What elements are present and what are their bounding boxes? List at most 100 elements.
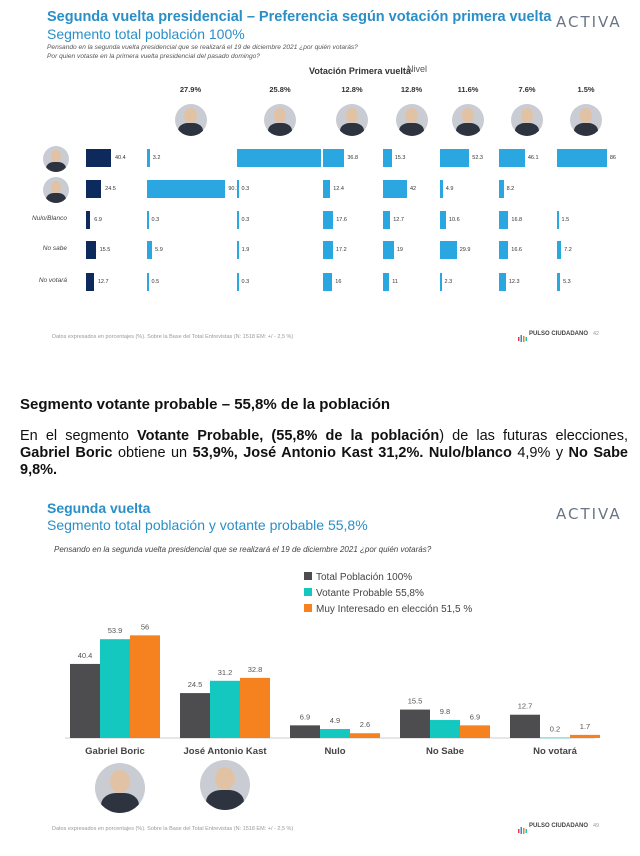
- kast-photo: [200, 760, 250, 810]
- crosstab-value: 16: [335, 279, 342, 285]
- crosstab-value: 17.2: [335, 247, 347, 253]
- crosstab-bar: [147, 180, 226, 198]
- bar: [240, 677, 270, 738]
- crosstab-value: 90.1: [228, 186, 240, 192]
- total-value: 6.9: [94, 217, 102, 223]
- crosstab-value: 11: [392, 279, 398, 285]
- crosstab-value: 0.5: [151, 279, 160, 285]
- crosstab-value: 0.3: [241, 186, 250, 192]
- row-label: No votará: [38, 277, 67, 284]
- crosstab-value: 19: [396, 247, 403, 253]
- crosstab-value: 0.3: [241, 279, 250, 285]
- crosstab-bar: [557, 241, 562, 259]
- slide1-question-1: Pensando en la segunda vuelta presidenci…: [47, 44, 358, 51]
- row-label: No sabe: [42, 245, 67, 252]
- legend-swatch: [304, 572, 312, 580]
- bar: [70, 663, 100, 738]
- pulso-logo-icon: [518, 330, 527, 342]
- crosstab-bar: [147, 273, 149, 291]
- crosstab-value: 3.2: [152, 155, 161, 161]
- crosstab-value: 5.3: [563, 279, 571, 285]
- data-label: 0.2: [550, 725, 560, 734]
- candidate-photo: [336, 104, 368, 136]
- crosstab-bar: [499, 241, 509, 259]
- vote-bar-chart: 40.4 53.9 56 Gabriel Boric 24.5 31.2 32.8 José …: [65, 622, 600, 757]
- data-label: 31.2: [218, 668, 233, 677]
- candidate-photo: [511, 104, 543, 136]
- legend-swatch: [304, 588, 312, 596]
- crosstab-value: 12.3: [508, 279, 520, 285]
- bar: [100, 639, 130, 738]
- crosstab-bar: [147, 149, 150, 167]
- crosstab-value: 16.6: [511, 247, 522, 253]
- column-pct: 11.6%: [457, 85, 479, 94]
- pulso-brand: PULSO CIUDADANO: [529, 331, 589, 337]
- section-paragraph: En el segmento Votante Probable, (55,8% …: [20, 428, 628, 478]
- crosstab-bar: [440, 180, 443, 198]
- slide2-subtitle: Segmento total población y votante proba…: [47, 517, 368, 533]
- category-label: No Sabe: [426, 746, 464, 757]
- total-value: 24.5: [105, 186, 116, 192]
- slide2-footer: Datos expresados en porcentajes (%). Sob…: [52, 826, 294, 832]
- data-label: 15.5: [408, 697, 423, 706]
- activa-logo: ACTIVA: [556, 13, 622, 31]
- crosstab-bar: [499, 149, 525, 167]
- row-label: Nulo/Blanco: [31, 215, 67, 222]
- header-overlap-text: Nivel: [407, 64, 428, 74]
- candidate-photo: [174, 104, 207, 136]
- legend-item-probable: Votante Probable 55,8%: [304, 588, 472, 599]
- slide1-question-2: Por quien votaste en la primera vuelta p…: [47, 53, 260, 60]
- crosstab-bar: [440, 241, 457, 259]
- section-heading: Segmento votante probable – 55,8% de la …: [20, 396, 391, 413]
- total-bar: [86, 273, 94, 291]
- crosstab-bar: [237, 180, 239, 198]
- crosstab-bar: [383, 180, 407, 198]
- crosstab-bar: [440, 211, 446, 229]
- crosstab-value: 7.2: [564, 247, 572, 253]
- crosstab-value: 0.3: [241, 217, 250, 223]
- crosstab-value: 4.9: [445, 186, 454, 192]
- crosstab-bar: [237, 273, 239, 291]
- kast-face: [43, 177, 69, 203]
- candidate-photo: [264, 104, 296, 136]
- bar: [290, 725, 320, 738]
- bar: [510, 714, 540, 738]
- candidate-photo: [395, 104, 428, 136]
- crosstab-bar: [383, 273, 390, 291]
- crosstab-bar: [237, 241, 239, 259]
- category-label: Gabriel Boric: [85, 746, 145, 757]
- crosstab-bar: [323, 241, 333, 259]
- legend-item-total: Total Población 100%: [304, 572, 472, 583]
- crosstab-value: 2.3: [444, 279, 453, 285]
- slide2-question: Pensando en la segunda vuelta presidenci…: [54, 545, 432, 554]
- data-label: 2.6: [360, 720, 370, 729]
- slide1-page: 42: [593, 331, 600, 337]
- crosstab-bar: [323, 211, 334, 229]
- pulso-logo-icon-2: [518, 822, 527, 834]
- category-label: Nulo: [324, 746, 345, 757]
- bar: [400, 709, 430, 738]
- bar: [130, 635, 160, 738]
- crosstab-value: 36.8: [347, 155, 359, 161]
- crosstab-bar: [440, 149, 470, 167]
- crosstab-bar: [323, 149, 345, 167]
- legend-swatch: [304, 604, 312, 612]
- total-value: 15.5: [99, 247, 111, 253]
- crosstab-value: 86: [609, 155, 616, 161]
- crosstab-bar: [557, 149, 607, 167]
- boric-photo: [95, 763, 145, 813]
- crosstab-bar: [323, 273, 333, 291]
- first-round-header: Votación Primera vuelta: [309, 66, 411, 76]
- data-label: 24.5: [188, 680, 203, 689]
- data-label: 32.8: [248, 665, 263, 674]
- slide1-subtitle: Segmento total población 100%: [47, 26, 245, 42]
- total-bar: [86, 241, 96, 259]
- bar: [430, 720, 460, 738]
- crosstab-bar: [237, 149, 321, 167]
- chart-legend: Total Población 100% Votante Probable 55…: [304, 572, 472, 615]
- crosstab-value: 15.3: [394, 155, 406, 161]
- crosstab-bar: [383, 149, 392, 167]
- crosstab-bar: [557, 211, 559, 229]
- data-label: 12.7: [518, 702, 533, 711]
- candidate-photo: [452, 104, 484, 136]
